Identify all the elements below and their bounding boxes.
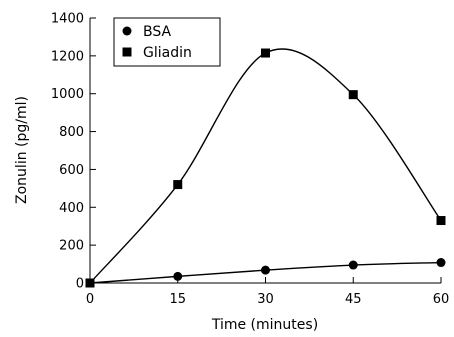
x-tick-label: 30 [257,292,274,307]
x-tick-label: 60 [433,292,450,307]
x-axis-title: Time (minutes) [211,317,318,333]
data-point-gliadin [436,216,446,226]
y-axis-title: Zonulin (pg/ml) [14,96,30,204]
y-tick-label: 400 [59,201,84,216]
data-point-gliadin [85,278,95,288]
data-point-bsa [348,260,358,270]
y-tick-label: 1400 [51,12,84,27]
x-tick-label: 45 [345,292,362,307]
x-tick-label: 0 [86,292,94,307]
series-lines [89,48,442,284]
legend-marker-bsa [122,26,132,36]
y-tick-label: 0 [76,277,84,292]
legend-box [113,17,221,67]
legend-marker-gliadin [122,47,132,57]
data-point-bsa [261,265,270,275]
data-point-bsa [436,258,446,268]
data-point-bsa [173,271,183,281]
data-point-gliadin [261,48,270,58]
legend-label-bsa: BSA [143,24,172,40]
legend: BSA Gliadin [113,17,221,67]
x-tick-label: 15 [169,292,186,307]
series-line-gliadin [89,48,442,284]
ticks: 0 200 400 600 800 1000 1200 1400 0 15 30 45 60 [51,12,449,308]
y-tick-label: 800 [59,125,84,140]
markers [85,48,446,288]
data-point-gliadin [173,180,183,190]
y-tick-label: 600 [59,163,84,178]
y-tick-label: 1200 [51,49,84,64]
legend-label-gliadin: Gliadin [143,45,192,61]
y-tick-label: 200 [59,239,84,254]
data-point-gliadin [348,90,358,100]
y-tick-label: 1000 [51,87,84,102]
